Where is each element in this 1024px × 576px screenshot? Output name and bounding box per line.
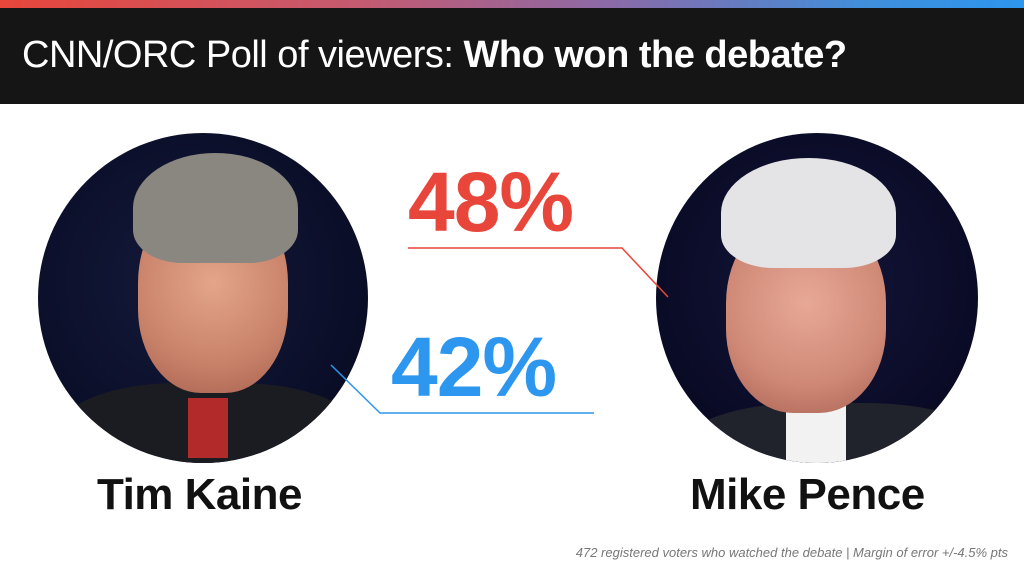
tim-kaine-photo (38, 133, 368, 463)
gradient-accent-bar (0, 0, 1024, 8)
tim-kaine-name: Tim Kaine (97, 470, 302, 519)
title-prefix: CNN/ORC Poll of viewers: (22, 34, 454, 76)
header-banner: CNN/ORC Poll of viewers: Who won the deb… (0, 8, 1024, 104)
title-question: Who won the debate? (463, 34, 847, 76)
page-title: CNN/ORC Poll of viewers: Who won the deb… (22, 34, 847, 77)
mike-pence-name: Mike Pence (690, 470, 925, 519)
mike-pence-percentage: 48% (408, 155, 574, 249)
mike-pence-photo (656, 133, 978, 463)
tim-kaine-percentage: 42% (391, 320, 557, 414)
poll-methodology-footnote: 472 registered voters who watched the de… (575, 545, 1008, 560)
